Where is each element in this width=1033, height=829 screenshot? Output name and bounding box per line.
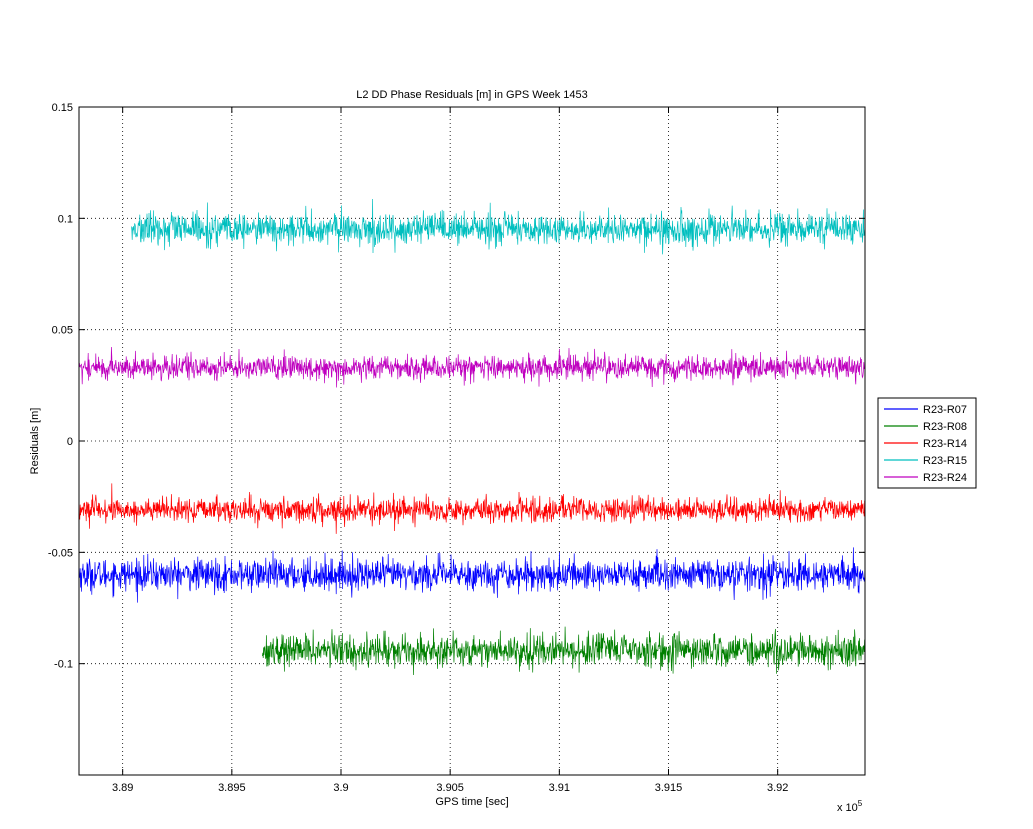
y-tick-label: 0.1 <box>58 213 73 225</box>
y-tick-label: -0.1 <box>54 659 73 671</box>
y-tick-label: 0 <box>67 436 73 448</box>
series-group <box>78 199 866 676</box>
series-line-r23-r08 <box>262 626 866 676</box>
legend-label: R23-R15 <box>923 455 967 467</box>
grid-lines <box>79 106 865 775</box>
y-axis-label: Residuals [m] <box>29 408 41 475</box>
series-line-r23-r15 <box>131 199 866 255</box>
ticks: 3.89 3.895 3.9 3.905 3.91 3.915 3.92 -0.1 -0.05 0… <box>48 102 865 794</box>
x-multiplier-exponent: 5 <box>858 799 863 808</box>
series-line-r23-r24 <box>78 346 866 388</box>
x-tick-label: 3.9 <box>333 782 348 794</box>
legend: R23-R07 R23-R08 R23-R14 R23-R15 R23-R24 <box>877 397 977 489</box>
x-multiplier-base: x 10 <box>837 802 858 814</box>
x-tick-label: 3.905 <box>436 782 464 794</box>
legend-label: R23-R08 <box>923 421 967 433</box>
x-tick-label: 3.895 <box>218 782 246 794</box>
chart-title: L2 DD Phase Residuals [m] in GPS Week 14… <box>356 89 588 101</box>
legend-label: R23-R07 <box>923 404 967 416</box>
x-tick-label: 3.915 <box>655 782 683 794</box>
x-tick-label: 3.92 <box>767 782 788 794</box>
x-tick-label: 3.91 <box>549 782 570 794</box>
y-tick-label: -0.05 <box>48 547 73 559</box>
y-tick-label: 0.15 <box>52 102 73 114</box>
y-tick-label: 0.05 <box>52 325 73 337</box>
x-axis-label: GPS time [sec] <box>435 796 508 808</box>
x-tick-label: 3.89 <box>112 782 133 794</box>
legend-label: R23-R24 <box>923 472 967 484</box>
series-line-r23-r07 <box>78 547 866 603</box>
legend-label: R23-R14 <box>923 438 967 450</box>
series-line-r23-r14 <box>78 483 866 534</box>
x-axis-multiplier: x 105 <box>837 799 863 814</box>
